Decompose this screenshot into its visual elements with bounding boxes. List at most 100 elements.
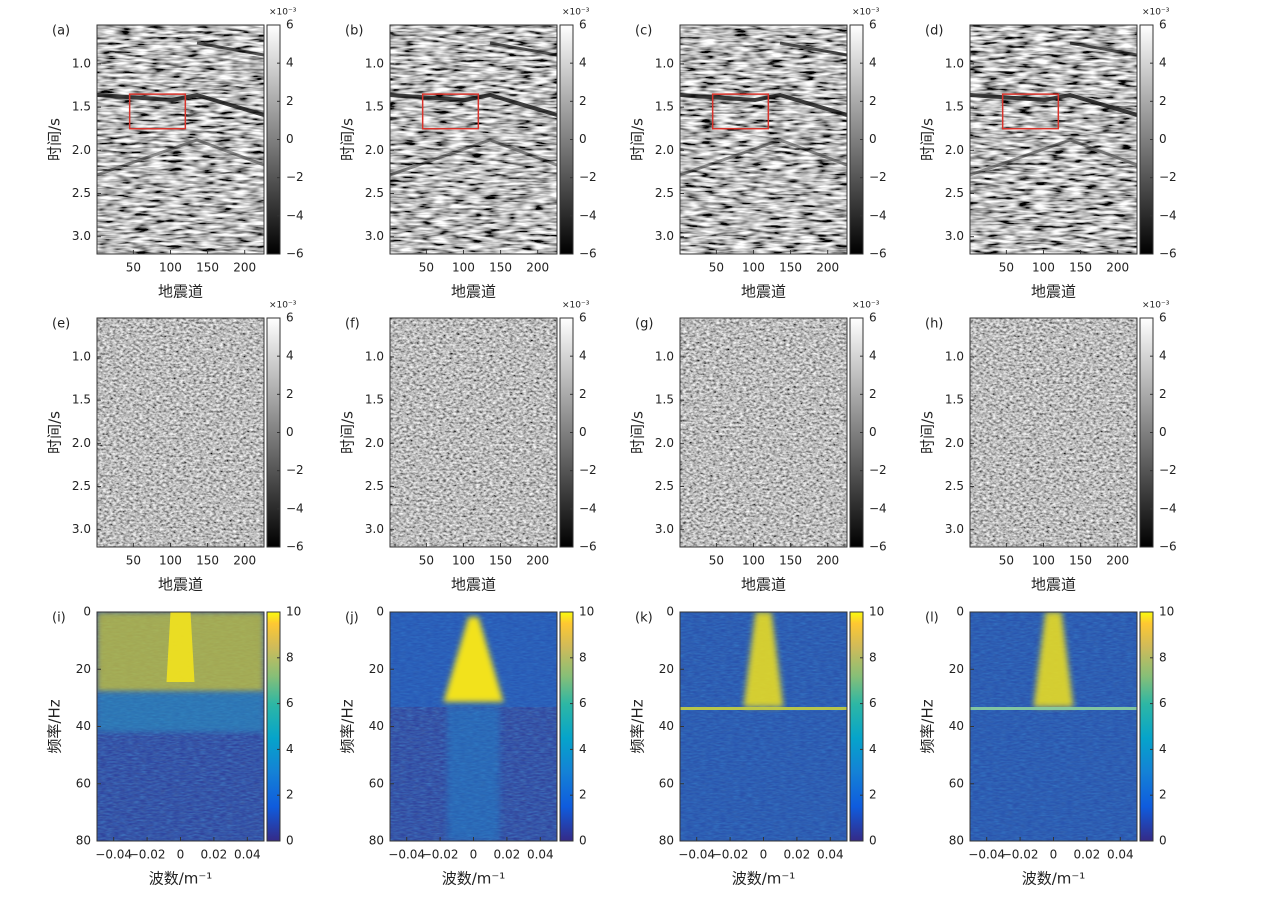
colorbar-tick-label: −4 bbox=[869, 208, 887, 222]
y-tick-label: 2.0 bbox=[365, 143, 384, 157]
panel-label: (f) bbox=[345, 317, 360, 332]
plot-frame bbox=[96, 24, 265, 255]
highlight-box bbox=[128, 93, 187, 130]
x-tick-label: 50 bbox=[709, 554, 724, 568]
panel-label: (k) bbox=[635, 611, 653, 626]
x-tick-label: 0.02 bbox=[201, 848, 228, 862]
colorbar-tick-label: 10 bbox=[579, 605, 594, 619]
event bbox=[390, 138, 557, 177]
x-axis-label: 波数/m⁻¹ bbox=[732, 870, 796, 888]
colorbar-tick-label: −2 bbox=[579, 463, 597, 477]
colorbar-tick-label: 2 bbox=[1159, 788, 1167, 802]
colorbar-tick-label: 10 bbox=[869, 605, 884, 619]
colorbar-tick-label: 4 bbox=[579, 349, 587, 363]
colorbar-tick-label: 0 bbox=[579, 834, 587, 848]
y-axis-label: 时间/s bbox=[339, 411, 357, 454]
y-tick-label: 0 bbox=[956, 605, 964, 619]
colorbar-tick-label: 6 bbox=[1159, 18, 1167, 32]
plot-frame bbox=[969, 24, 1138, 255]
colorbar-tick-label: −4 bbox=[579, 208, 597, 222]
colorbar-tick-label: 2 bbox=[286, 94, 294, 108]
energy bbox=[97, 692, 264, 732]
event bbox=[970, 92, 1137, 117]
x-tick-label: 200 bbox=[1106, 261, 1129, 275]
colorbar-tick-label: 2 bbox=[1159, 94, 1167, 108]
x-tick-label: 100 bbox=[159, 554, 182, 568]
colorbar-tick-label: −2 bbox=[286, 170, 304, 184]
y-tick-label: 3.0 bbox=[72, 522, 91, 536]
y-tick-label: 1.0 bbox=[72, 56, 91, 70]
image bbox=[97, 612, 264, 841]
colorbar-tick-label: −4 bbox=[286, 501, 304, 515]
colorbar-tick-label: 6 bbox=[286, 696, 294, 710]
x-axis-label: 地震道 bbox=[1031, 576, 1076, 594]
y-tick-label: 2.5 bbox=[945, 186, 964, 200]
x-tick-label: 0 bbox=[177, 848, 185, 862]
colorbar-tick-label: 6 bbox=[286, 18, 294, 32]
y-tick-label: 3.0 bbox=[945, 229, 964, 243]
colorbar-tick-label: −6 bbox=[286, 540, 304, 554]
colorbar-tick-label: −6 bbox=[579, 247, 597, 261]
y-tick-label: 2.5 bbox=[655, 186, 674, 200]
colorbar-tick-label: −4 bbox=[579, 501, 597, 515]
colorbar-tick-label: 4 bbox=[1159, 56, 1167, 70]
y-tick-label: 40 bbox=[659, 719, 674, 733]
colorbar-tick-label: 2 bbox=[869, 788, 877, 802]
image bbox=[97, 25, 264, 254]
colorbar-tick-label: 0 bbox=[1159, 425, 1167, 439]
colorbar-tick-label: 6 bbox=[869, 311, 877, 325]
image-texture bbox=[680, 318, 847, 547]
colorbar-tick-label: 10 bbox=[286, 605, 301, 619]
x-tick-label: 150 bbox=[779, 261, 802, 275]
x-tick-label: 100 bbox=[452, 554, 475, 568]
image-texture bbox=[680, 25, 847, 254]
y-axis-label: 时间/s bbox=[629, 118, 647, 161]
colorbar-tick-label: −4 bbox=[869, 501, 887, 515]
y-tick-label: 2.5 bbox=[945, 479, 964, 493]
y-axis-label: 频率/Hz bbox=[629, 699, 647, 753]
colorbar-multiplier: ×10⁻³ bbox=[1142, 8, 1170, 18]
plot-frame bbox=[389, 317, 558, 548]
y-tick-label: 1.0 bbox=[365, 56, 384, 70]
x-tick-label: 50 bbox=[419, 554, 434, 568]
colorbar-tick-label: 4 bbox=[869, 349, 877, 363]
y-tick-label: 3.0 bbox=[655, 522, 674, 536]
panel-label: (a) bbox=[52, 24, 70, 39]
y-axis-label: 频率/Hz bbox=[339, 699, 357, 753]
x-tick-label: 0.04 bbox=[527, 848, 554, 862]
image bbox=[390, 318, 557, 547]
y-tick-label: 1.5 bbox=[365, 393, 384, 407]
x-axis-label: 地震道 bbox=[158, 283, 203, 301]
panel: −0.04−0.02 0 0.02 0.04020406080波数/m⁻¹频率/Hz(… bbox=[46, 605, 302, 888]
y-tick-label: 2.5 bbox=[365, 186, 384, 200]
colorbar-tick-label: 2 bbox=[286, 387, 294, 401]
x-tick-label: 200 bbox=[816, 261, 839, 275]
colorbar-tick-label: 0 bbox=[869, 132, 877, 146]
colorbar-tick-label: 2 bbox=[869, 387, 877, 401]
panel: 50 100 150 200 1.0 1.5 2.0 2.5 3.0 地震道 时间/s (f) −6 −4… bbox=[339, 301, 597, 594]
panel: 50 100 150 200 1.0 1.5 2.0 2.5 3.0 地震道 时间/s (g) −6 −4… bbox=[629, 301, 887, 594]
y-tick-label: 60 bbox=[949, 776, 964, 790]
y-tick-label: 2.0 bbox=[945, 143, 964, 157]
image-texture bbox=[97, 318, 264, 547]
colorbar-tick-label: 4 bbox=[579, 56, 587, 70]
plot-frame bbox=[389, 24, 558, 255]
colorbar-tick-label: 0 bbox=[579, 425, 587, 439]
y-tick-label: 60 bbox=[369, 776, 384, 790]
colorbar-tick-label: 6 bbox=[1159, 696, 1167, 710]
colorbar-multiplier: ×10⁻³ bbox=[1142, 301, 1170, 311]
x-tick-label: 200 bbox=[233, 261, 256, 275]
colorbar-tick-label: −2 bbox=[1159, 170, 1177, 184]
y-tick-label: 3.0 bbox=[945, 522, 964, 536]
y-axis-label: 时间/s bbox=[339, 118, 357, 161]
event bbox=[779, 41, 847, 57]
panel-label: (l) bbox=[925, 611, 939, 626]
panel-label: (h) bbox=[925, 317, 943, 332]
colorbar-tick-label: −2 bbox=[869, 170, 887, 184]
y-tick-label: 40 bbox=[369, 719, 384, 733]
colorbar bbox=[849, 611, 864, 842]
colorbar-tick-label: 8 bbox=[1159, 650, 1167, 664]
colorbar-tick-label: −6 bbox=[869, 247, 887, 261]
panel: 50 100 150 200 1.0 1.5 2.0 2.5 3.0 地震道 时间/s (a) −6 −4… bbox=[46, 8, 304, 301]
